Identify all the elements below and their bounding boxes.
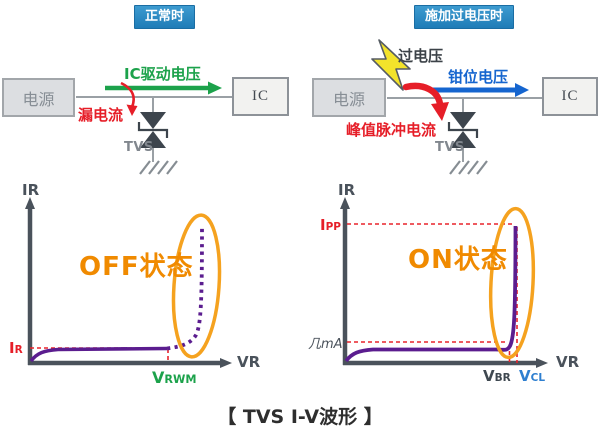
power-source-box-normal: 电源 <box>2 78 75 117</box>
vrwm-value-label: VRWM <box>152 368 196 387</box>
peak-pulse-current-label: 峰值脉冲电流 <box>346 121 437 139</box>
on-graph-axes <box>340 197 548 368</box>
ground-icon-normal <box>139 160 178 175</box>
ir-sub: R <box>14 344 23 356</box>
ground-icon-surge <box>449 160 488 175</box>
off-highlight-ellipse <box>171 213 222 359</box>
power-source-box-surge: 电源 <box>312 78 386 117</box>
ir-main: I <box>9 339 15 357</box>
on-y-axis-label: IR <box>338 181 356 199</box>
ipp-value-label: IPP <box>320 216 341 234</box>
surge-circuit-wire <box>387 97 542 162</box>
vbr-main: V <box>483 367 495 385</box>
off-x-axis-label: VR <box>237 353 261 371</box>
on-highlight-ellipse <box>488 206 536 360</box>
on-state-label: ON状态 <box>408 245 508 275</box>
off-curve-solid <box>29 346 168 363</box>
lightning-bolt-icon <box>371 39 411 91</box>
tvs-label-surge: TVS <box>435 140 465 155</box>
on-x-axis-label: VR <box>556 353 580 371</box>
badge-normal: 正常时 <box>134 5 196 29</box>
normal-circuit-wire <box>76 96 232 162</box>
on-curve <box>344 225 518 363</box>
drive-voltage-arrow-icon <box>105 81 222 95</box>
off-graph-axes <box>25 197 232 368</box>
vcl-main: V <box>519 367 531 385</box>
tvs-diode-symbol-surge <box>447 112 479 148</box>
ipp-main: I <box>320 216 326 234</box>
vcl-sub: CL <box>530 372 546 384</box>
vrwm-main: V <box>152 368 165 387</box>
off-state-label: OFF状态 <box>79 252 194 282</box>
clamp-voltage-label: 钳位电压 <box>448 68 509 86</box>
few-ma-label: 几mA <box>308 337 343 352</box>
ic-box-normal: IC <box>232 77 289 116</box>
overvoltage-label: 过电压 <box>398 47 444 65</box>
drive-voltage-label: IC驱动电压 <box>124 65 201 83</box>
ipp-sub: PP <box>325 221 341 233</box>
ir-value-label: IR <box>9 339 23 357</box>
tvs-label-normal: TVS <box>124 140 154 155</box>
peak-pulse-current-arrow-icon <box>402 82 449 121</box>
clamp-voltage-arrow-icon <box>432 83 529 97</box>
leakage-current-arrow-icon <box>120 81 138 116</box>
ic-box-surge: IC <box>542 77 598 116</box>
figure-caption: 【 TVS I-V波形 】 <box>217 406 383 428</box>
vbr-value-label: VBR <box>483 367 511 385</box>
vbr-sub: BR <box>494 372 511 384</box>
badge-surge: 施加过电压时 <box>414 5 515 29</box>
tvs-diode-symbol-normal <box>137 112 169 148</box>
vrwm-sub: RWM <box>164 373 197 386</box>
off-y-axis-label: IR <box>22 181 40 199</box>
vcl-value-label: VCL <box>519 367 545 385</box>
leakage-current-label: 漏电流 <box>78 106 124 124</box>
